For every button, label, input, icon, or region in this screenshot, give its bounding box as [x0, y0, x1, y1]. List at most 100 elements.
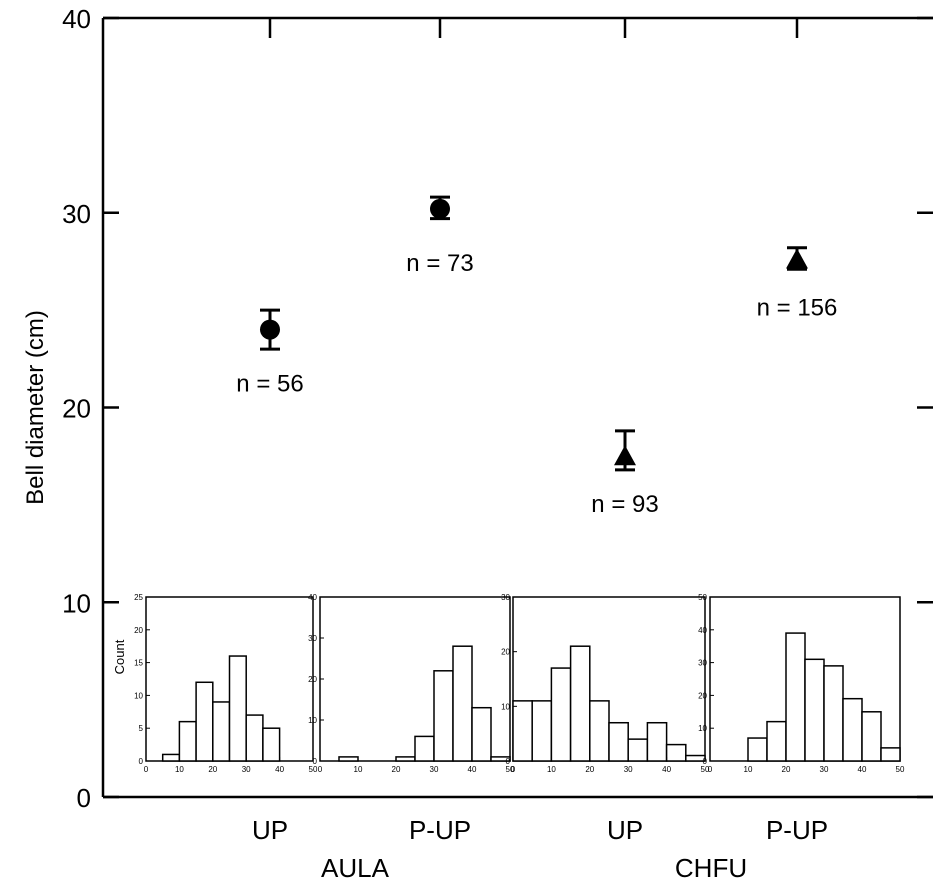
y-tick-label: 10 — [62, 588, 91, 618]
sample-size-label: n = 73 — [406, 250, 473, 277]
inset-y-tick-label: 50 — [698, 593, 707, 602]
inset-y-tick-label: 40 — [308, 593, 317, 602]
inset-x-tick-label: 0 — [318, 765, 323, 774]
inset-x-tick-label: 50 — [506, 765, 515, 774]
histogram-bar — [569, 645, 591, 762]
histogram-bar — [395, 756, 416, 762]
inset-y-tick-label: 30 — [308, 634, 317, 643]
histogram-bar — [414, 735, 435, 762]
inset-y-tick-label: 20 — [698, 691, 707, 700]
histogram-bar — [880, 747, 901, 762]
data-point-triangle — [786, 248, 808, 269]
inset-x-tick-label: 0 — [708, 765, 713, 774]
inset-x-tick-label: 30 — [624, 765, 633, 774]
inset-histograms: 0 5 10 15 20 25 0 10 20 30 40 50 Count 0 10 20 30 40 0 10 20… — [112, 593, 905, 774]
y-tick-label: 30 — [62, 199, 91, 229]
inset-y-tick-label: 40 — [698, 626, 707, 635]
inset-y-tick-label: 0 — [703, 757, 708, 766]
inset-y-tick-label: 10 — [698, 724, 707, 733]
inset-histogram-1: 0 5 10 15 20 25 0 10 20 30 40 50 Count — [112, 593, 318, 774]
histogram-bar — [195, 681, 214, 762]
inset-x-tick-label: 30 — [430, 765, 439, 774]
inset-y-tick-label: 30 — [698, 659, 707, 668]
data-point-circle — [430, 198, 450, 219]
histogram-bar — [550, 667, 572, 762]
inset-y-tick-label: 0 — [313, 757, 318, 766]
histogram-bar — [747, 737, 768, 762]
inset-x-tick-label: 20 — [585, 765, 594, 774]
inset-x-tick-label: 50 — [309, 765, 318, 774]
histogram-bar — [627, 738, 649, 762]
inset-y-tick-label: 10 — [501, 702, 510, 711]
x-category-label: UP — [252, 815, 288, 845]
histogram-bar — [646, 721, 668, 762]
inset-x-tick-label: 10 — [547, 765, 556, 774]
inset-histogram-2: 0 10 20 30 40 0 10 20 30 40 50 — [308, 593, 515, 774]
x-category-label: P-UP — [409, 815, 471, 845]
histogram-bar — [245, 714, 264, 762]
inset-y-tick-label: 20 — [134, 626, 143, 635]
inset-x-tick-label: 0 — [144, 765, 149, 774]
inset-x-tick-label: 50 — [701, 765, 710, 774]
histogram-bar — [531, 700, 553, 762]
inset-y-tick-label: 20 — [501, 648, 510, 657]
inset-x-tick-label: 40 — [662, 765, 671, 774]
histogram-bar — [471, 706, 492, 762]
histogram-bar — [452, 645, 473, 762]
histogram-bar — [212, 701, 231, 762]
histogram-bar — [589, 700, 610, 762]
sample-size-label: n = 156 — [757, 294, 838, 321]
inset-y-tick-label: 10 — [134, 691, 143, 700]
histogram-bar — [823, 665, 844, 762]
y-axis-label: Bell diameter (cm) — [22, 310, 49, 505]
y-tick-label: 20 — [62, 394, 91, 424]
inset-x-tick-label: 30 — [820, 765, 829, 774]
inset-y-tick-label: 5 — [139, 724, 144, 733]
inset-y-axis-label: Count — [112, 639, 127, 674]
x-group-label: CHFU — [675, 853, 747, 883]
histogram-bar — [665, 743, 687, 762]
histogram-bar — [178, 720, 197, 762]
histogram-bar — [228, 655, 247, 762]
inset-x-tick-label: 10 — [175, 765, 184, 774]
histogram-bar — [161, 753, 181, 762]
inset-x-tick-label: 20 — [392, 765, 401, 774]
histogram-bar — [433, 670, 454, 762]
sample-size-label: n = 93 — [591, 491, 658, 518]
sample-size-label: n = 56 — [236, 371, 303, 398]
inset-x-tick-label: 20 — [782, 765, 791, 774]
inset-x-tick-label: 40 — [275, 765, 284, 774]
x-category-label: P-UP — [766, 815, 828, 845]
data-point-circle — [260, 319, 280, 340]
histogram-bar — [338, 756, 359, 762]
inset-y-tick-label: 0 — [506, 757, 511, 766]
inset-y-tick-label: 15 — [134, 659, 143, 668]
histogram-bar — [804, 658, 825, 762]
inset-x-tick-label: 10 — [744, 765, 753, 774]
main-plot: 0 10 20 30 40 Bell diameter (cm) UP P-UP UP P-UP A… — [22, 4, 933, 883]
inset-y-tick-label: 10 — [308, 716, 317, 725]
data-point-triangle — [614, 445, 636, 466]
inset-x-tick-label: 10 — [354, 765, 363, 774]
inset-x-tick-label: 50 — [896, 765, 905, 774]
inset-y-tick-label: 25 — [134, 593, 143, 602]
inset-x-tick-label: 40 — [858, 765, 867, 774]
x-group-label: AULA — [321, 853, 390, 883]
histogram-bar — [512, 700, 533, 762]
histogram-bar — [861, 711, 882, 762]
y-tick-label: 0 — [77, 783, 91, 813]
y-tick-label: 40 — [62, 4, 91, 34]
inset-x-tick-label: 30 — [242, 765, 251, 774]
histogram-bar — [262, 727, 281, 762]
histogram-bar — [842, 697, 863, 762]
inset-y-tick-label: 0 — [139, 757, 144, 766]
inset-histogram-3: 0 10 20 30 0 10 20 30 40 50 — [501, 593, 710, 774]
histogram-bar — [766, 720, 787, 762]
x-category-label: UP — [607, 815, 643, 845]
histogram-bar — [785, 632, 806, 762]
inset-x-tick-label: 40 — [468, 765, 477, 774]
inset-y-tick-label: 20 — [308, 675, 317, 684]
inset-y-tick-label: 30 — [501, 593, 510, 602]
